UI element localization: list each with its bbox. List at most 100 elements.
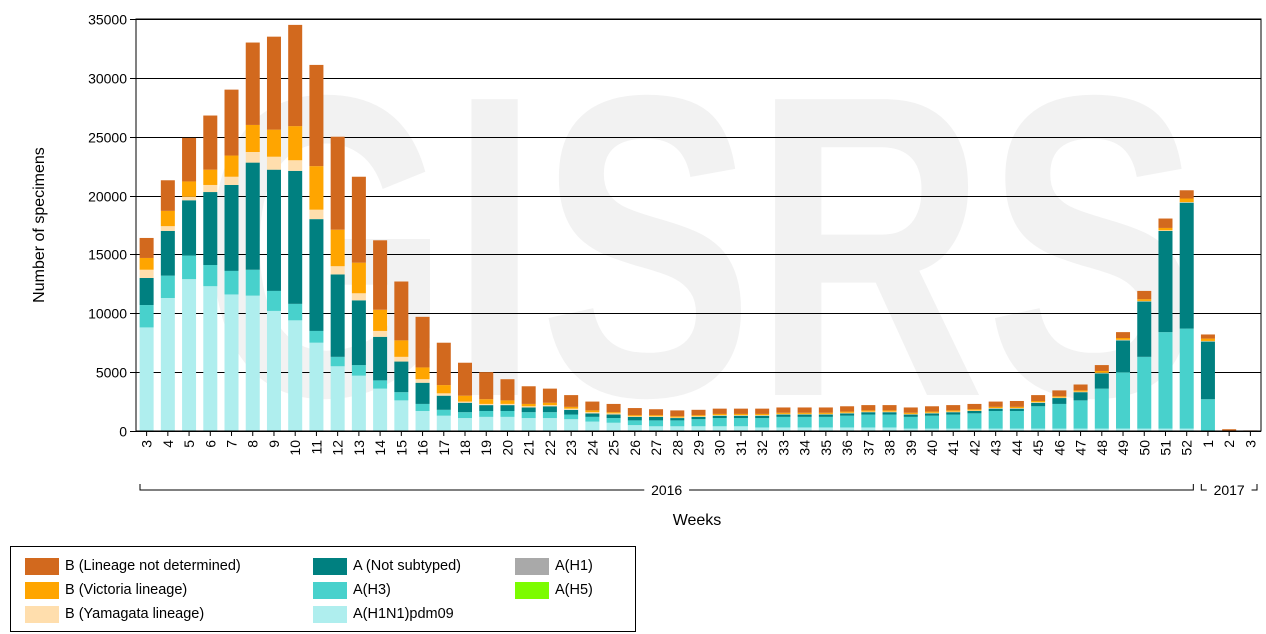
bar-segment bbox=[139, 327, 154, 431]
bar-segment bbox=[436, 395, 451, 410]
bar-segment bbox=[606, 414, 621, 419]
legend-item: A(H3) bbox=[313, 579, 391, 601]
bar-segment bbox=[712, 415, 727, 419]
bar-segment bbox=[266, 169, 281, 291]
bar-segment bbox=[733, 418, 748, 427]
bar-segment bbox=[797, 407, 812, 413]
x-tick-label: 29 bbox=[691, 440, 707, 456]
bar-segment bbox=[436, 385, 451, 394]
bar-segment bbox=[1179, 202, 1194, 203]
bar-segment bbox=[1116, 428, 1131, 431]
bar-segment bbox=[1116, 339, 1131, 341]
bar-segment bbox=[649, 416, 664, 421]
bar-segment bbox=[627, 416, 642, 421]
bar-segment bbox=[967, 428, 982, 431]
bar-segment bbox=[500, 400, 515, 404]
bar-segment bbox=[139, 257, 154, 270]
bar-segment bbox=[946, 410, 961, 412]
bar-segment bbox=[521, 418, 536, 431]
bar-segment bbox=[479, 372, 494, 400]
bar-segment bbox=[564, 409, 579, 415]
bar-segment bbox=[946, 405, 961, 411]
bar-segment bbox=[670, 410, 685, 417]
bar-segment bbox=[946, 414, 961, 429]
bar-segment bbox=[776, 414, 791, 417]
bar-segment bbox=[946, 412, 961, 415]
bar-segment bbox=[1094, 370, 1109, 373]
bar-segment bbox=[500, 410, 515, 417]
bar-segment bbox=[415, 367, 430, 380]
bar-segment bbox=[203, 169, 218, 185]
bar-segment bbox=[436, 342, 451, 386]
bar-segment bbox=[288, 160, 303, 171]
bar-segment bbox=[606, 403, 621, 413]
legend-label: A(H3) bbox=[353, 582, 391, 598]
bar-segment bbox=[1052, 397, 1067, 399]
bar-segment bbox=[245, 152, 260, 163]
bar-segment bbox=[988, 401, 1003, 407]
bar-segment bbox=[139, 277, 154, 306]
bar-segment bbox=[394, 356, 409, 362]
bar-segment bbox=[903, 407, 918, 413]
bar-segment bbox=[521, 407, 536, 413]
bar-segment bbox=[988, 410, 1003, 429]
bar-segment bbox=[394, 340, 409, 357]
bar-segment bbox=[351, 293, 366, 301]
bar-segment bbox=[330, 356, 345, 367]
x-tick-label: 36 bbox=[839, 440, 855, 456]
bar-segment bbox=[542, 405, 557, 407]
bar-segment bbox=[861, 410, 876, 412]
bar-segment bbox=[1009, 428, 1024, 431]
bar-segment bbox=[1158, 230, 1173, 333]
bar-segment bbox=[1073, 428, 1088, 431]
bar-segment bbox=[1052, 398, 1067, 404]
bar-segment bbox=[436, 409, 451, 416]
legend-item: A (Not subtyped) bbox=[313, 555, 461, 577]
year-bracket bbox=[689, 484, 1194, 491]
bar-segment bbox=[1009, 410, 1024, 429]
bar-segment bbox=[500, 416, 515, 431]
legend-swatch bbox=[25, 605, 59, 623]
bar-segment bbox=[479, 416, 494, 431]
x-tick-label: 1 bbox=[1200, 440, 1216, 448]
x-tick-label: 38 bbox=[882, 440, 898, 456]
legend-label: B (Yamagata lineage) bbox=[65, 606, 205, 622]
bar-segment bbox=[1031, 428, 1046, 431]
bar-segment bbox=[245, 295, 260, 431]
bar-segment bbox=[224, 176, 239, 185]
bar-segment bbox=[988, 428, 1003, 431]
x-tick-label: 49 bbox=[1115, 440, 1131, 456]
bar-segment bbox=[500, 405, 515, 411]
bar-segment bbox=[436, 415, 451, 431]
x-tick-label: 47 bbox=[1073, 440, 1089, 456]
bar-segment bbox=[330, 136, 345, 230]
x-tick-label: 27 bbox=[648, 440, 664, 456]
bar-segment bbox=[182, 181, 197, 197]
legend-swatch bbox=[313, 581, 347, 599]
x-axis-title: Weeks bbox=[673, 512, 722, 529]
x-tick-label: 52 bbox=[1179, 440, 1195, 456]
bar-segment bbox=[585, 401, 600, 411]
bar-segment bbox=[542, 418, 557, 431]
bar-segment bbox=[1116, 338, 1131, 340]
bar-segment bbox=[1073, 392, 1088, 401]
x-tick-label: 15 bbox=[393, 440, 409, 456]
bar-segment bbox=[988, 408, 1003, 411]
bar-segment bbox=[585, 421, 600, 431]
bar-segment bbox=[733, 413, 748, 416]
y-tick-label: 20000 bbox=[88, 189, 127, 205]
y-axis: 0 5000 10000 15000 20000 25000 30000 35000 bbox=[88, 12, 136, 440]
legend-label: A (Not subtyped) bbox=[353, 558, 461, 574]
bar-segment bbox=[288, 170, 303, 304]
bar-segment bbox=[309, 209, 324, 220]
bar-segment bbox=[924, 428, 939, 431]
bar-segment bbox=[1031, 395, 1046, 401]
bar-segment bbox=[924, 415, 939, 429]
x-tick-label: 45 bbox=[1030, 440, 1046, 456]
bar-segment bbox=[755, 408, 770, 414]
x-tick-label: 7 bbox=[224, 440, 240, 448]
bar-segment bbox=[564, 419, 579, 431]
bar-segment bbox=[840, 412, 855, 414]
legend-swatch bbox=[515, 581, 549, 599]
bar-segment bbox=[627, 420, 642, 426]
